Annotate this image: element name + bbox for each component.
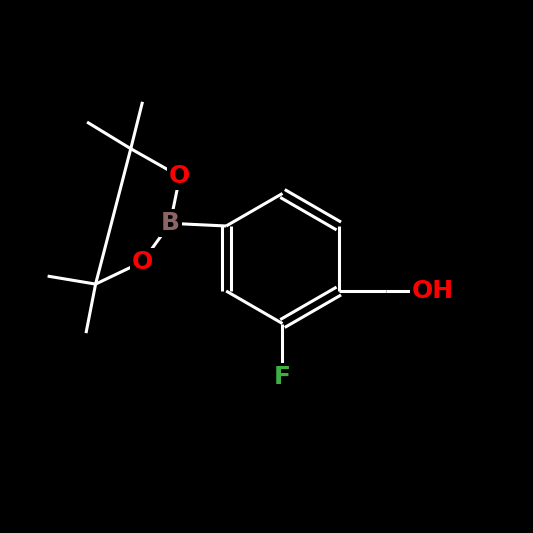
Text: F: F	[274, 365, 291, 389]
Text: O: O	[169, 164, 190, 189]
Text: B: B	[161, 211, 180, 236]
Text: OH: OH	[411, 279, 454, 303]
Text: O: O	[132, 249, 153, 274]
